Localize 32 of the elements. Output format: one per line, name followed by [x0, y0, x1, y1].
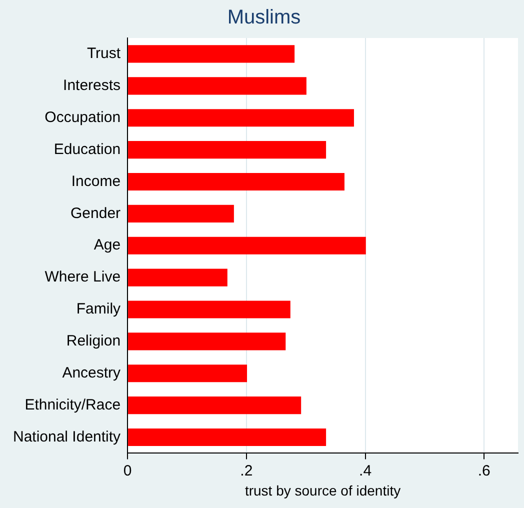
y-tick-label: Ethnicity/Race — [24, 396, 121, 414]
bar — [128, 45, 295, 63]
x-tick-label: 0 — [123, 462, 132, 480]
bar — [128, 364, 248, 382]
x-axis-title: trust by source of identity — [244, 482, 401, 498]
y-tick-label: Religion — [66, 332, 121, 350]
bar — [128, 268, 228, 286]
bar — [128, 141, 326, 159]
y-tick-label: Interests — [63, 77, 121, 94]
bar — [128, 332, 286, 350]
y-tick-label: Family — [76, 300, 122, 318]
y-tick-label: Where Live — [44, 268, 121, 286]
bar — [128, 204, 234, 222]
bar — [128, 396, 302, 414]
x-tick-label: .4 — [359, 462, 372, 480]
bar — [128, 428, 326, 446]
chart-title: Muslims — [227, 6, 301, 29]
y-tick-label: National Identity — [12, 428, 122, 446]
bar — [128, 109, 354, 127]
y-tick-label: Education — [54, 140, 121, 158]
bar — [128, 77, 306, 95]
y-tick-label: Income — [71, 172, 121, 190]
y-tick-label: Age — [94, 236, 121, 254]
y-tick-label: Ancestry — [62, 364, 122, 382]
y-tick-label: Gender — [70, 204, 121, 222]
bar — [128, 236, 366, 254]
bar — [128, 172, 344, 191]
bar — [128, 300, 290, 318]
y-tick-label: Occupation — [44, 108, 121, 126]
y-tick-label: Trust — [86, 45, 122, 62]
x-tick-label: .6 — [478, 462, 490, 480]
x-tick-label: .2 — [240, 462, 253, 480]
